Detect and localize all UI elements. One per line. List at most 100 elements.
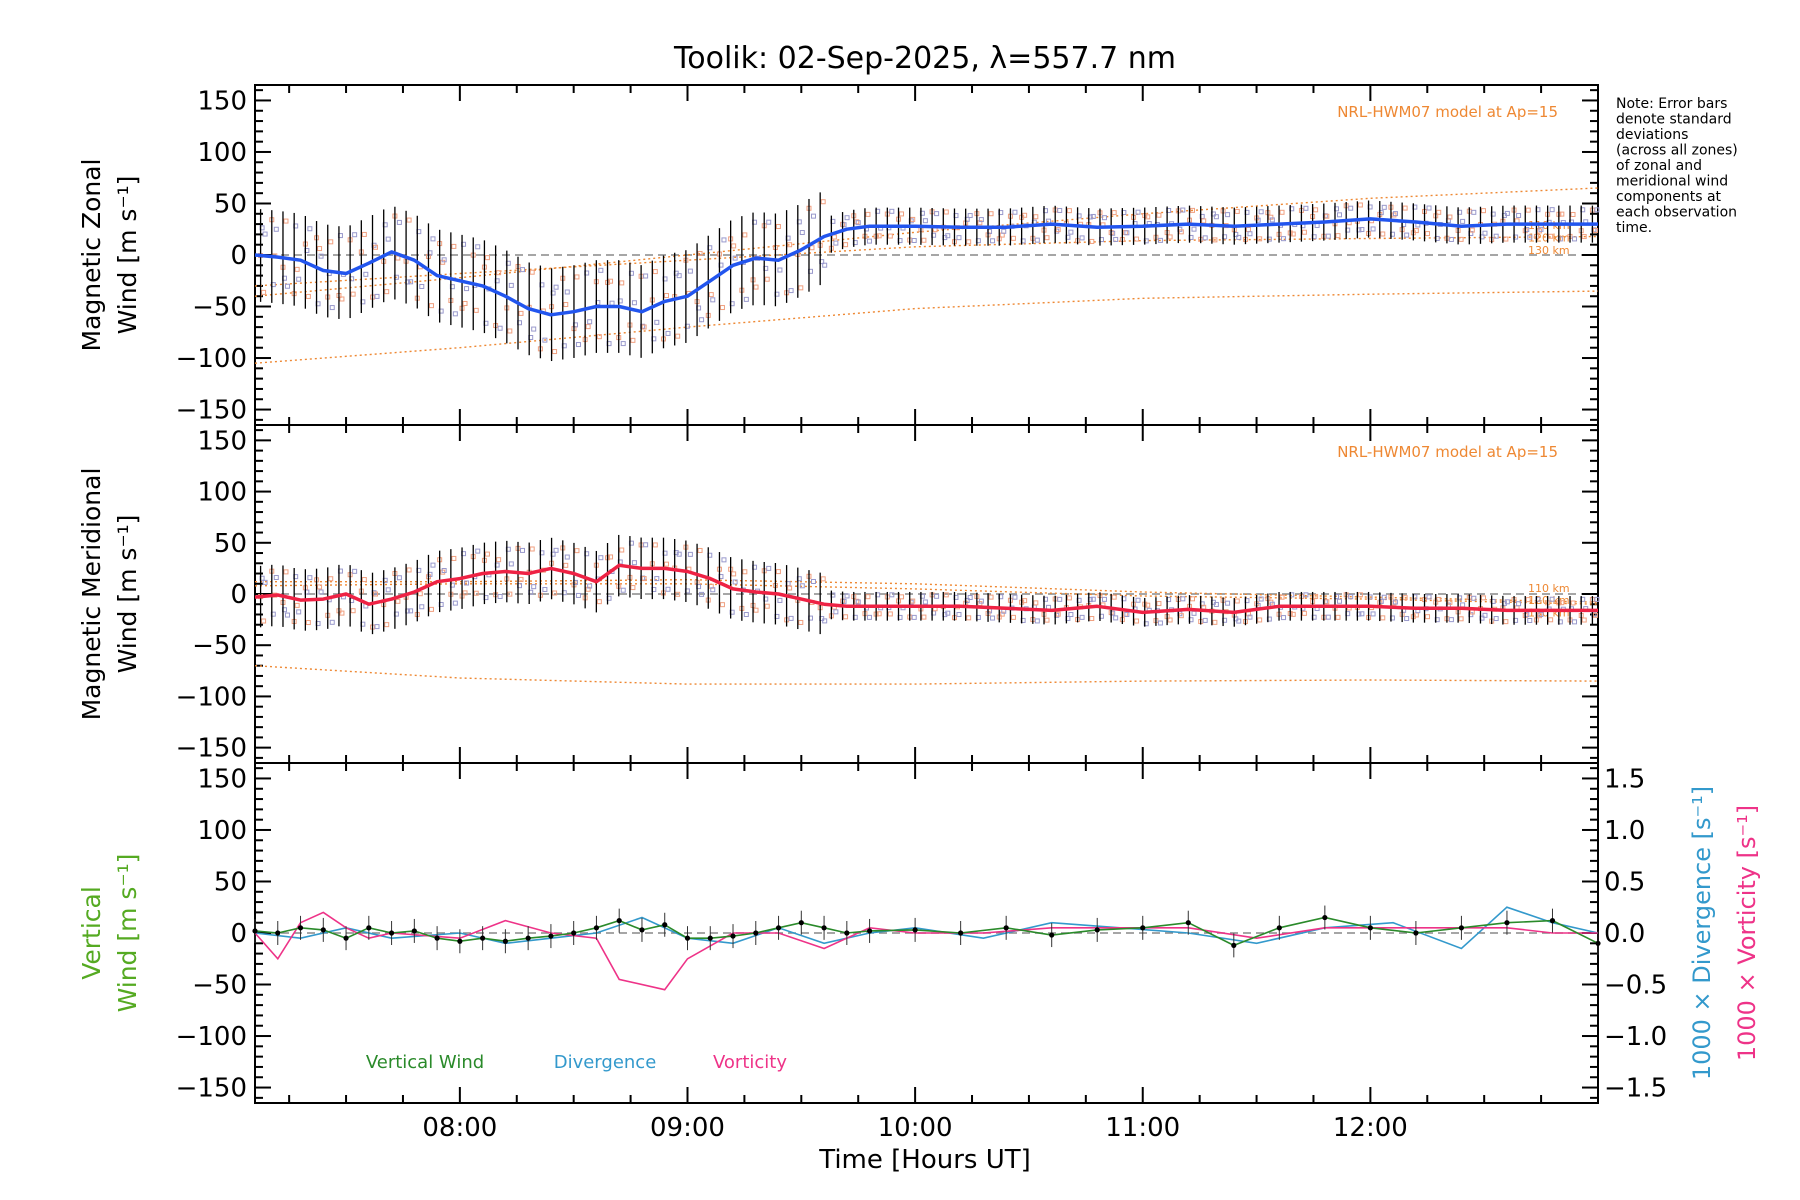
meridional-zone-point — [1402, 595, 1408, 601]
meridional-zone-point — [1190, 596, 1196, 602]
zonal-zone-point — [1402, 205, 1408, 211]
meridional-zone-point — [652, 542, 658, 548]
x-axis-label: Time [Hours UT] — [818, 1145, 1031, 1175]
meridional-zone-point — [1436, 596, 1442, 602]
zonal-zone-point — [1359, 227, 1365, 233]
vorticity-axis-label-text: 1000 × Vorticity [s⁻¹] — [1733, 805, 1761, 1061]
zonal-zone-point — [663, 293, 669, 299]
meridional-zone-point — [1359, 611, 1365, 617]
zonal-zone-point — [1325, 233, 1331, 239]
zonal-zone-point — [1460, 218, 1466, 224]
meridional-zone-point — [855, 599, 861, 605]
meridional-zone-point — [1581, 617, 1587, 623]
meridional-zone-point — [608, 554, 614, 560]
meridional-zone-point — [1380, 615, 1386, 621]
zonal-zone-point — [1012, 209, 1018, 215]
meridional-zone-point — [529, 546, 535, 552]
meridional-zone-point — [1044, 617, 1050, 623]
vertical-wind-point — [866, 928, 873, 934]
legend-divergence: Divergence — [554, 1052, 657, 1073]
zonal-zone-point — [587, 319, 593, 325]
meridional-zone-point — [507, 591, 513, 597]
zonal-zone-point — [831, 234, 837, 240]
zonal-zone-point — [833, 240, 839, 246]
zonal-zone-point — [464, 286, 470, 292]
zonal-zone-point — [596, 334, 602, 340]
zonal-zone-point — [430, 236, 436, 242]
zonal-zone-point — [866, 238, 872, 244]
zonal-zone-point — [1135, 209, 1141, 215]
zonal-zone-point — [374, 293, 380, 299]
meridional-zone-point — [1538, 611, 1544, 617]
meridional-zone-point — [1258, 596, 1264, 602]
zonal-zone-point — [1001, 228, 1007, 234]
zonal-zone-point — [1570, 211, 1576, 217]
zonal-zone-point — [1113, 236, 1119, 242]
zonal-zone-point — [542, 337, 548, 343]
meridional-zone-point — [732, 579, 738, 585]
zonal-zone-point — [1303, 205, 1309, 211]
note-line: time. — [1616, 220, 1652, 236]
vertical-wind-point — [434, 935, 440, 941]
meridional-zone-point — [710, 587, 716, 593]
zonal-zone-point — [1180, 207, 1186, 213]
meridional-zone-point — [820, 576, 826, 582]
meridional-zone-point — [934, 593, 940, 599]
meridional-zone-point — [1034, 618, 1040, 624]
zonal-zone-point — [1392, 211, 1398, 217]
meridional-zone-point — [1145, 602, 1151, 608]
meridional-zone-point — [876, 611, 882, 617]
meridional-zone-point — [1247, 614, 1253, 620]
meridional-zone-point — [294, 602, 300, 608]
vertical-wind-point — [593, 925, 600, 931]
meridional-zone-point — [775, 569, 781, 575]
zonal-zone-point — [529, 269, 535, 275]
vertical-wind-point — [343, 935, 349, 941]
vertical-wind-point — [525, 935, 531, 941]
zonal-zone-point — [1336, 212, 1342, 218]
meridional-zone-point — [575, 592, 581, 598]
zonal-zone-point — [1538, 226, 1544, 232]
zonal-zone-point — [1503, 236, 1509, 242]
vertical-ytick-label: 0 — [230, 919, 247, 949]
meridional-zone-point — [966, 615, 972, 621]
zonal-ylabel: Magnetic Zonal Wind [m s⁻¹] — [77, 159, 142, 352]
meridional-zone-point — [1178, 613, 1184, 619]
vertical-wind-point — [1458, 925, 1465, 931]
zonal-zone-point — [1482, 230, 1488, 236]
vertical-ylabel: Vertical Wind [m s⁻¹] — [77, 854, 142, 1013]
zonal-zone-point — [620, 341, 626, 347]
vertical-wind-point — [1049, 932, 1055, 938]
zonal-zone-point — [820, 199, 826, 205]
meridional-zone-point — [464, 580, 470, 586]
meridional-zone-point — [1101, 596, 1107, 602]
zonal-zone-point — [631, 300, 637, 306]
zonal-zone-point — [553, 284, 559, 290]
x-tick-label: 09:00 — [650, 1113, 725, 1143]
zonal-zone-point — [1258, 209, 1264, 215]
zonal-zone-point — [574, 274, 580, 280]
meridional-zone-point — [1290, 611, 1296, 617]
zonal-zone-point — [1190, 207, 1196, 213]
zonal-zone-point — [1548, 233, 1554, 239]
vertical-ytick-label: −50 — [192, 971, 247, 1001]
meridional-zone-point — [339, 610, 345, 616]
meridional-zone-point — [1570, 600, 1576, 606]
vertical-wind-point — [912, 927, 918, 933]
zonal-zone-point — [1101, 215, 1107, 221]
zonal-zone-point — [676, 273, 682, 279]
zonal-zone-point — [687, 268, 693, 274]
meridional-zone-point — [810, 578, 816, 584]
meridional-ylabel-line2: Wind [m s⁻¹] — [113, 515, 142, 674]
meridional-zone-point — [1460, 602, 1466, 608]
vertical-wind-point — [1367, 925, 1373, 931]
meridional-zone-point — [352, 568, 358, 574]
vertical-wind-point — [320, 927, 326, 933]
zonal-zone-point — [1247, 231, 1253, 237]
zonal-zone-point — [753, 284, 759, 290]
zonal-zone-point — [1514, 218, 1520, 224]
meridional-ytick-label: −100 — [176, 682, 247, 712]
legend-vertical-wind: Vertical Wind — [366, 1052, 484, 1073]
meridional-zone-point — [1279, 594, 1285, 600]
vertical-wind-point — [844, 930, 850, 936]
